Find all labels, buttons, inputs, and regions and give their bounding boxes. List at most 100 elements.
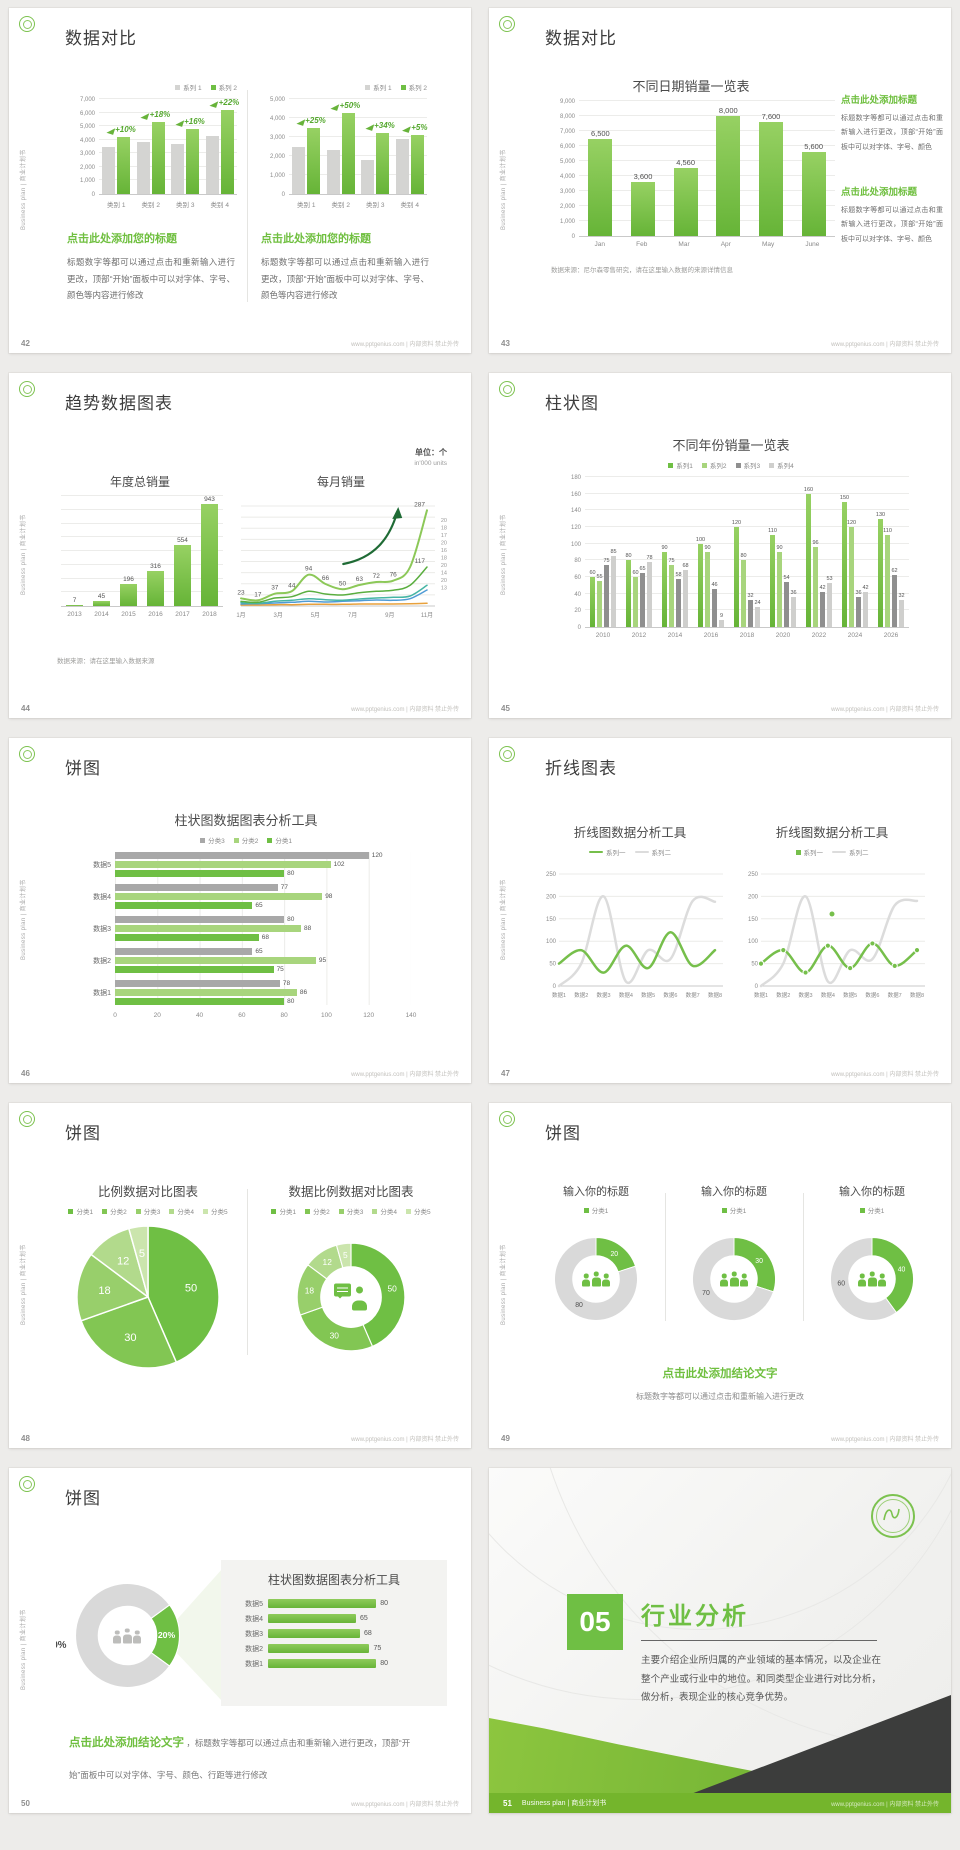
block-body: 标题数字等都可以通过点击和重新输入进行更改，顶部“开始”面板中可以对字体、字号、… xyxy=(261,257,429,301)
chart-legend: 系列 1 系列 2 xyxy=(257,82,427,92)
slide-44[interactable]: Business plan | 商业计划书 趋势数据图表 单位：个 in'000… xyxy=(9,373,471,718)
slide-49[interactable]: Business plan | 商业计划书 饼图 输入你的标题 分类1 20 80 输… xyxy=(489,1103,951,1448)
conclusion-heading: 点击此处添加结论文字 xyxy=(662,1368,778,1380)
svg-text:60: 60 xyxy=(837,1280,845,1287)
chart-legend: 系列一 系列二 xyxy=(737,847,927,857)
data-source-note: 数据来源：尼尔森零售研究，请在这里输入数据的来源详情信息 xyxy=(551,267,733,274)
chart-legend: 分类1 xyxy=(811,1205,933,1215)
company-emblem-icon xyxy=(871,1494,915,1538)
block-body: 标题数字等都可以通过点击和重新输入进行更改，顶部“开始”面板中可以对字体、字号、… xyxy=(841,115,943,151)
people-icon xyxy=(582,1272,610,1287)
svg-text:18: 18 xyxy=(98,1285,110,1297)
svg-text:数据8: 数据8 xyxy=(910,991,924,999)
donut-chart: 输入你的标题 分类1 20 80 xyxy=(535,1183,657,1341)
svg-text:250: 250 xyxy=(748,872,759,878)
svg-text:94: 94 xyxy=(305,566,313,573)
svg-text:11月: 11月 xyxy=(421,612,433,619)
site-footer: www.pptgenius.com | 内部资料 禁止外传 xyxy=(831,342,939,348)
people-icon xyxy=(113,1628,141,1643)
svg-text:30: 30 xyxy=(755,1258,763,1265)
svg-text:287: 287 xyxy=(414,501,425,508)
page-number: 43 xyxy=(501,339,510,348)
svg-text:18: 18 xyxy=(441,526,447,532)
svg-text:3月: 3月 xyxy=(274,612,283,619)
donut-chart: 输入你的标题 分类1 40 60 xyxy=(811,1183,933,1341)
slide-47[interactable]: Business plan | 商业计划书 折线图表 折线图数据分析工具 系列一系… xyxy=(489,738,951,1083)
svg-text:40: 40 xyxy=(898,1267,906,1274)
svg-text:数据2: 数据2 xyxy=(574,991,588,999)
bar-list-panel: 柱状图数据图表分析工具 数据5 80 数据4 65 数据3 68 数据2 75 数据1 80 xyxy=(221,1560,447,1706)
slide-42[interactable]: Business plan | 商业计划书 数据对比 系列 1 系列 2 0 1,00… xyxy=(9,8,471,353)
chart-legend: 系列 1 系列 2 xyxy=(67,82,237,92)
svg-text:数据7: 数据7 xyxy=(686,991,700,999)
section-number: 05 xyxy=(567,1594,623,1650)
block-heading: 点击此处添加您的标题 xyxy=(67,233,177,245)
chart-legend: 系列一 系列二 xyxy=(535,847,725,857)
page-title: 数据对比 xyxy=(545,29,617,48)
svg-text:数据5: 数据5 xyxy=(641,991,655,999)
site-footer: www.pptgenius.com | 内部资料 禁止外传 xyxy=(351,1437,459,1443)
section-body: 主要介绍企业所归属的产业领域的基本情况，以及企业在整个产业或行业中的地位。和同类… xyxy=(641,1655,881,1704)
panel-bar-row: 数据4 65 xyxy=(245,1614,368,1623)
svg-text:250: 250 xyxy=(546,872,557,878)
svg-text:150: 150 xyxy=(546,917,557,923)
chart-legend: 分类1 xyxy=(673,1205,795,1215)
slide-43[interactable]: Business plan | 商业计划书 数据对比 不同日期销量一览表 0 1,0… xyxy=(489,8,951,353)
monthly-sales-line-chart: 每月销量 1月 3月 5月 7月 9月 11月 117 23 17 37 44 94 66 50 63 72 76… xyxy=(233,473,449,625)
svg-text:17: 17 xyxy=(441,533,447,539)
svg-text:14: 14 xyxy=(441,571,447,577)
panel-bar-row: 数据5 80 xyxy=(245,1599,389,1608)
site-footer: www.pptgenius.com | 内部资料 禁止外传 xyxy=(351,1072,459,1078)
chart-title: 输入你的标题 xyxy=(563,1186,629,1198)
unit-label: 单位：个 in'000 units xyxy=(414,448,447,467)
conclusion-subtext: 标题数字等都可以通过点击和重新输入进行更改 xyxy=(636,1392,804,1401)
svg-text:12: 12 xyxy=(323,1257,333,1267)
sidebar-vertical-text: Business plan | 商业计划书 xyxy=(21,149,27,230)
svg-text:20: 20 xyxy=(441,578,447,584)
pie-chart: 比例数据对比图表 分类1 分类2 分类3 分类4 分类5 50 30 18 12 5 xyxy=(53,1181,243,1376)
section-title: 行业分析 xyxy=(641,1603,749,1630)
svg-text:数据5: 数据5 xyxy=(843,991,857,999)
svg-text:5月: 5月 xyxy=(311,612,320,619)
chart-title: 数据比例数据对比图表 xyxy=(288,1185,414,1199)
chart-legend: 分类1 分类2 分类3 分类4 分类5 xyxy=(53,1206,243,1216)
text-block: 点击此处添加标题 标题数字等都可以通过点击和重新输入进行更改，顶部“开始”面板中… xyxy=(841,184,943,247)
svg-text:72: 72 xyxy=(373,573,381,580)
page-number: 50 xyxy=(21,1799,30,1808)
slide-48[interactable]: Business plan | 商业计划书 饼图 比例数据对比图表 分类1 分类2 分… xyxy=(9,1103,471,1448)
text-block: 点击此处添加标题 标题数字等都可以通过点击和重新输入进行更改，顶部“开始”面板中… xyxy=(841,92,943,155)
site-footer: www.pptgenius.com | 内部资料 禁止外传 xyxy=(831,1801,939,1808)
brand-logo-icon xyxy=(499,381,515,397)
svg-text:150: 150 xyxy=(748,917,759,923)
chart-legend: 分类1 xyxy=(535,1205,657,1215)
chart-legend: 分类3 分类2 分类1 xyxy=(81,835,411,845)
site-footer: www.pptgenius.com | 内部资料 禁止外传 xyxy=(351,1802,459,1808)
brand-logo-icon xyxy=(499,16,515,32)
svg-text:200: 200 xyxy=(748,894,759,900)
divider xyxy=(665,1193,666,1321)
page-title: 饼图 xyxy=(65,1124,101,1143)
page-title: 饼图 xyxy=(545,1124,581,1143)
svg-text:30: 30 xyxy=(124,1332,136,1344)
slide-51[interactable]: 05 行业分析 主要介绍企业所归属的产业领域的基本情况，以及企业在整个产业或行业… xyxy=(489,1468,951,1813)
svg-text:18: 18 xyxy=(441,556,447,562)
svg-text:50: 50 xyxy=(549,962,556,968)
page-title: 数据对比 xyxy=(65,29,137,48)
text-block: 点击此处添加您的标题 标题数字等都可以通过点击和重新输入进行更改，顶部“开始”面… xyxy=(261,230,429,304)
chart-title: 每月销量 xyxy=(316,475,365,489)
svg-text:5: 5 xyxy=(343,1250,348,1260)
slide-46[interactable]: Business plan | 商业计划书 饼图 柱状图数据图表分析工具 分类3 分… xyxy=(9,738,471,1083)
site-footer: www.pptgenius.com | 内部资料 禁止外传 xyxy=(351,707,459,713)
svg-text:17: 17 xyxy=(254,591,262,598)
page-title: 柱状图 xyxy=(545,394,599,413)
conclusion-text: 点击此处添加结论文字 ，标题数字等都可以通过点击和重新输入进行更改，顶部“开始”… xyxy=(69,1726,421,1790)
slide-50[interactable]: Business plan | 商业计划书 饼图 20% 80% 柱状图数据图表分… xyxy=(9,1468,471,1813)
slide-45[interactable]: Business plan | 商业计划书 柱状图 不同年份销量一览表 系列1 系列… xyxy=(489,373,951,718)
svg-text:30: 30 xyxy=(330,1330,340,1340)
svg-text:数据1: 数据1 xyxy=(754,991,768,999)
svg-text:7月: 7月 xyxy=(348,612,357,619)
data-source-note: 数据来源：请在这里输入数据来源 xyxy=(57,658,155,665)
svg-text:200: 200 xyxy=(546,894,557,900)
chart-title: 比例数据对比图表 xyxy=(97,1185,198,1199)
panel-title: 柱状图数据图表分析工具 xyxy=(267,1573,400,1587)
